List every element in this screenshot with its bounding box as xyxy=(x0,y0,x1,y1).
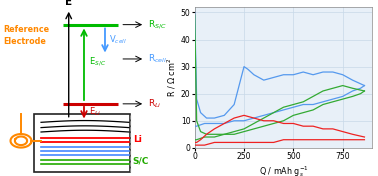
Text: E$_{S/C}$: E$_{S/C}$ xyxy=(89,55,106,68)
Text: Li: Li xyxy=(133,135,141,144)
Text: S/C: S/C xyxy=(133,156,149,166)
Text: E$_{Li}$: E$_{Li}$ xyxy=(89,105,101,118)
Text: V$_{cell}$: V$_{cell}$ xyxy=(109,34,127,46)
Text: Reference
Electrode: Reference Electrode xyxy=(3,25,49,46)
X-axis label: Q / mAh g$_{s}^{-1}$: Q / mAh g$_{s}^{-1}$ xyxy=(259,164,308,176)
Text: R$_{S/C}$: R$_{S/C}$ xyxy=(148,18,167,31)
Text: E: E xyxy=(65,0,72,7)
Y-axis label: R / Ω cm$^{2}$: R / Ω cm$^{2}$ xyxy=(166,58,178,97)
Text: R$_{Li}$: R$_{Li}$ xyxy=(148,98,161,110)
Text: R$_{cell}$: R$_{cell}$ xyxy=(148,53,167,65)
